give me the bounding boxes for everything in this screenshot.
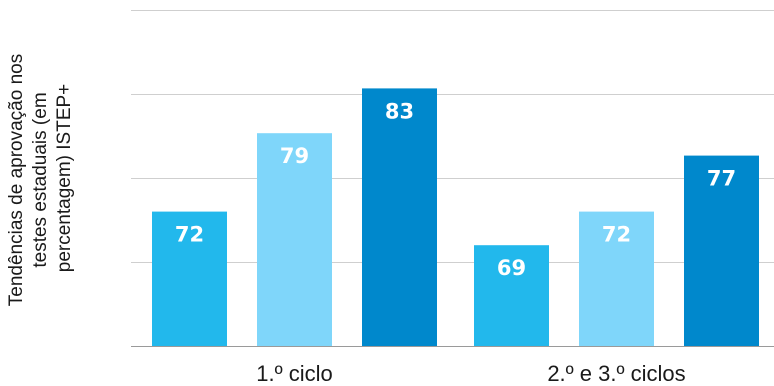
bar-value-label: 77 (707, 167, 736, 191)
bar (474, 245, 549, 346)
y-axis-label-line: percentagem) ISTEP+ (54, 84, 75, 273)
bar (579, 211, 654, 346)
bar-value-label: 79 (280, 144, 309, 168)
y-axis-label-line: Tendências de aprovação nos (6, 54, 27, 306)
y-axis-label: Tendências de aprovação nos testes estad… (6, 50, 75, 306)
x-tick-label: 2.º e 3.º ciclos (547, 361, 685, 386)
gridlines (131, 10, 774, 263)
x-tick-label: 1.º ciclo (256, 361, 333, 386)
bar-value-label: 83 (385, 99, 414, 123)
bar-value-label: 72 (602, 223, 631, 247)
y-axis-label-line: testes estaduais (em (30, 92, 51, 267)
bar (257, 133, 332, 346)
bars (152, 88, 759, 347)
bar (684, 155, 759, 346)
bar (152, 211, 227, 346)
bar-value-label: 69 (497, 256, 526, 280)
bar (362, 88, 437, 347)
x-tick-labels: 1.º ciclo 2.º e 3.º ciclos (256, 361, 685, 386)
bar-value-label: 72 (175, 223, 204, 247)
bar-labels: 72 79 83 69 72 77 (175, 99, 736, 280)
